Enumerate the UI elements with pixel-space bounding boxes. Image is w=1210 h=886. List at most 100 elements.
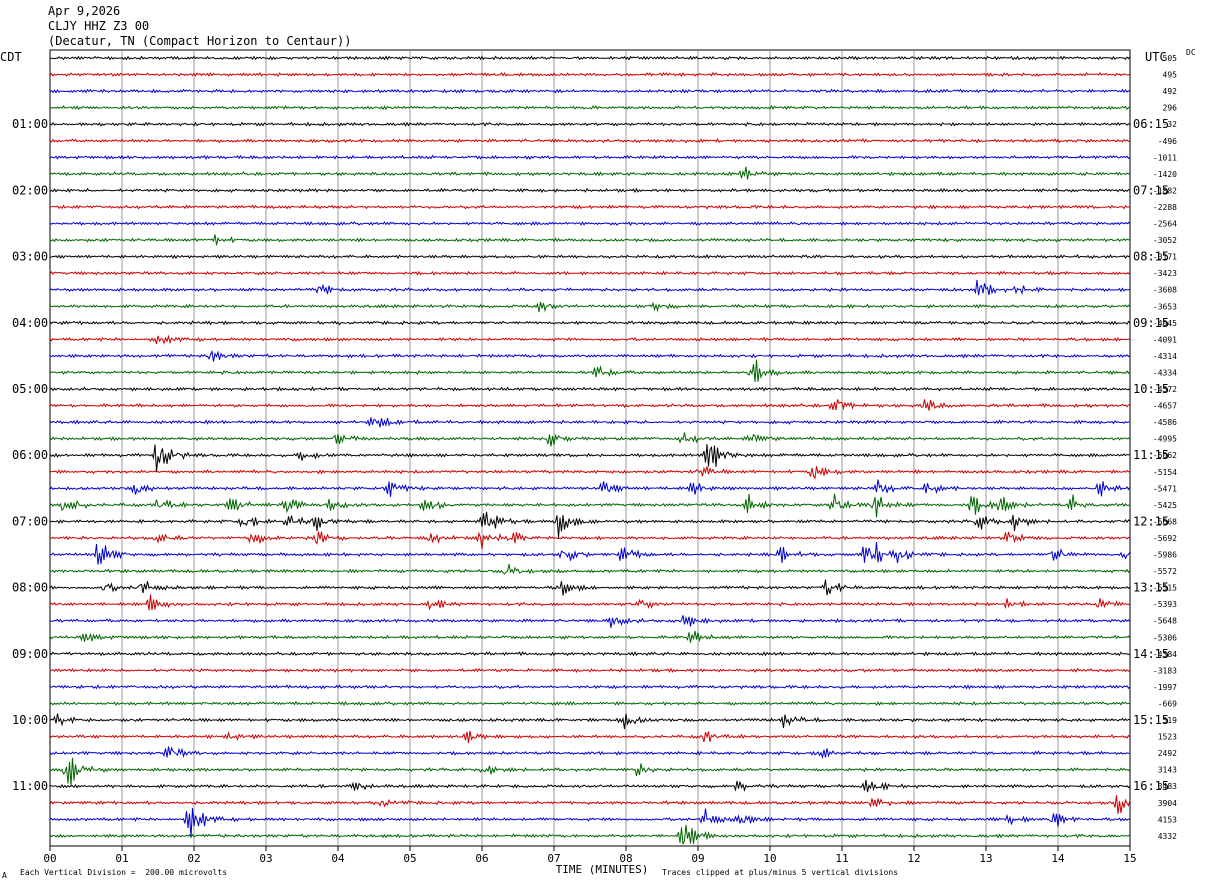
- left-time-label: 04:00: [12, 316, 48, 330]
- left-time-label: 07:00: [12, 514, 48, 528]
- dc-offset-label: -4657: [1153, 402, 1177, 411]
- x-tick-label: 10: [763, 852, 776, 865]
- dc-offset-label: -4045: [1153, 319, 1177, 328]
- x-tick-label: 05: [403, 852, 416, 865]
- x-tick-label: 06: [475, 852, 488, 865]
- trace-line-8: [49, 187, 1131, 194]
- trace-line-23: [49, 432, 1131, 447]
- dc-offset-label: -5692: [1153, 534, 1177, 543]
- trace-line-34: [49, 615, 1131, 628]
- trace-line-0: [50, 55, 1131, 61]
- trace-line-12: [49, 253, 1131, 260]
- x-tick-label: 09: [691, 852, 704, 865]
- x-tick-label: 13: [979, 852, 992, 865]
- station-label: CLJY HHZ Z3 00: [48, 19, 150, 33]
- dc-offset-label: -3183: [1153, 666, 1177, 675]
- dc-offset-label: -3608: [1153, 286, 1177, 295]
- dc-offset-label: -2564: [1153, 220, 1177, 229]
- left-timezone-label: CDT: [0, 50, 22, 64]
- trace-line-13: [49, 270, 1131, 276]
- trace-line-1: [49, 71, 1131, 78]
- dc-offset-label: -1011: [1153, 153, 1177, 162]
- dc-offset-label: -4586: [1153, 418, 1177, 427]
- right-time-label: 10:15: [1133, 382, 1169, 396]
- left-time-label: 06:00: [12, 448, 48, 462]
- trace-line-4: [49, 121, 1131, 127]
- trace-line-18: [49, 349, 1131, 362]
- trace-line-40: [49, 713, 1131, 730]
- dc-offset-label: 492: [1163, 87, 1178, 96]
- dc-offset-label: 495: [1163, 71, 1178, 80]
- footer-mark: A: [2, 871, 7, 880]
- dc-label: DC: [1186, 48, 1196, 57]
- dc-offset-label: -4384: [1153, 650, 1177, 659]
- trace-line-19: [49, 359, 1131, 383]
- trace-line-17: [49, 334, 1131, 345]
- trace-line-45: [49, 795, 1131, 815]
- dc-offset-label: -5306: [1153, 633, 1177, 642]
- trace-line-7: [49, 166, 1131, 180]
- trace-line-21: [49, 399, 1131, 411]
- left-time-label: 08:00: [12, 581, 48, 595]
- axis-labels: 00 01 02 03 04 05 06 07 08 09 10 11 12 13 14 15 505 495 49…: [12, 54, 1177, 865]
- dc-offset-label: -4572: [1153, 385, 1177, 394]
- trace-line-43: [49, 757, 1131, 786]
- left-time-label: 01:00: [12, 117, 48, 131]
- trace-line-2: [49, 88, 1131, 94]
- right-time-label: 13:15: [1133, 581, 1169, 595]
- x-tick-label: 04: [331, 852, 345, 865]
- trace-line-41: [49, 730, 1131, 744]
- trace-line-11: [49, 234, 1131, 246]
- x-tick-label: 14: [1051, 852, 1065, 865]
- trace-line-42: [49, 746, 1131, 760]
- trace-line-47: [49, 824, 1131, 845]
- plot-frame: [49, 49, 1131, 847]
- dc-offset-label: -2288: [1153, 203, 1177, 212]
- dc-offset-label: -1882: [1153, 186, 1177, 195]
- right-timezone-label: UTC: [1145, 50, 1167, 64]
- clip-note: Traces clipped at plus/minus 5 vertical …: [662, 868, 899, 877]
- dc-offset-label: -5062: [1153, 451, 1177, 460]
- left-time-label: 02:00: [12, 183, 48, 197]
- trace-line-3: [49, 104, 1131, 111]
- trace-line-22: [49, 417, 1131, 428]
- trace-line-5: [49, 138, 1131, 144]
- dc-offset-label: 3143: [1158, 766, 1177, 775]
- right-time-label: 06:15: [1133, 117, 1169, 131]
- trace-line-35: [49, 630, 1131, 643]
- trace-line-10: [49, 220, 1131, 227]
- dc-offset-label: 2492: [1158, 749, 1177, 758]
- dc-offset-label: -5572: [1153, 567, 1177, 576]
- dc-offset-label: 4153: [1158, 815, 1177, 824]
- trace-line-39: [49, 700, 1131, 707]
- dc-offset-label: 3483: [1158, 782, 1177, 791]
- left-time-label: 11:00: [12, 779, 48, 793]
- dc-offset-label: -1997: [1153, 683, 1177, 692]
- trace-line-9: [49, 204, 1131, 210]
- dc-offset-label: 4332: [1158, 832, 1177, 841]
- left-time-label: 05:00: [12, 382, 48, 396]
- trace-line-31: [49, 563, 1131, 575]
- dc-offset-label: -3171: [1153, 253, 1177, 262]
- dc-offset-label: -5515: [1153, 584, 1177, 593]
- left-time-label: 03:00: [12, 250, 48, 264]
- trace-line-24: [49, 443, 1131, 473]
- dc-offset-label: -669: [1158, 699, 1177, 708]
- trace-line-15: [49, 301, 1131, 313]
- dc-offset-label: -32: [1163, 120, 1178, 129]
- dc-offset-label: -5393: [1153, 600, 1177, 609]
- trace-line-27: [49, 493, 1131, 518]
- date-label: Apr 9,2026: [48, 4, 121, 18]
- trace-line-46: [49, 808, 1131, 838]
- right-time-label: 09:15: [1133, 316, 1169, 330]
- dc-offset-label: -5668: [1153, 517, 1177, 526]
- x-tick-label: 12: [907, 852, 920, 865]
- left-time-label: 09:00: [12, 647, 48, 661]
- trace-group: [49, 55, 1131, 845]
- x-tick-label: 07: [547, 852, 560, 865]
- dc-offset-label: -5986: [1153, 551, 1177, 560]
- x-tick-label: 02: [187, 852, 200, 865]
- dc-offset-label: -5648: [1153, 617, 1177, 626]
- scale-note: Each Vertical Division = 200.00 microvol…: [20, 868, 228, 877]
